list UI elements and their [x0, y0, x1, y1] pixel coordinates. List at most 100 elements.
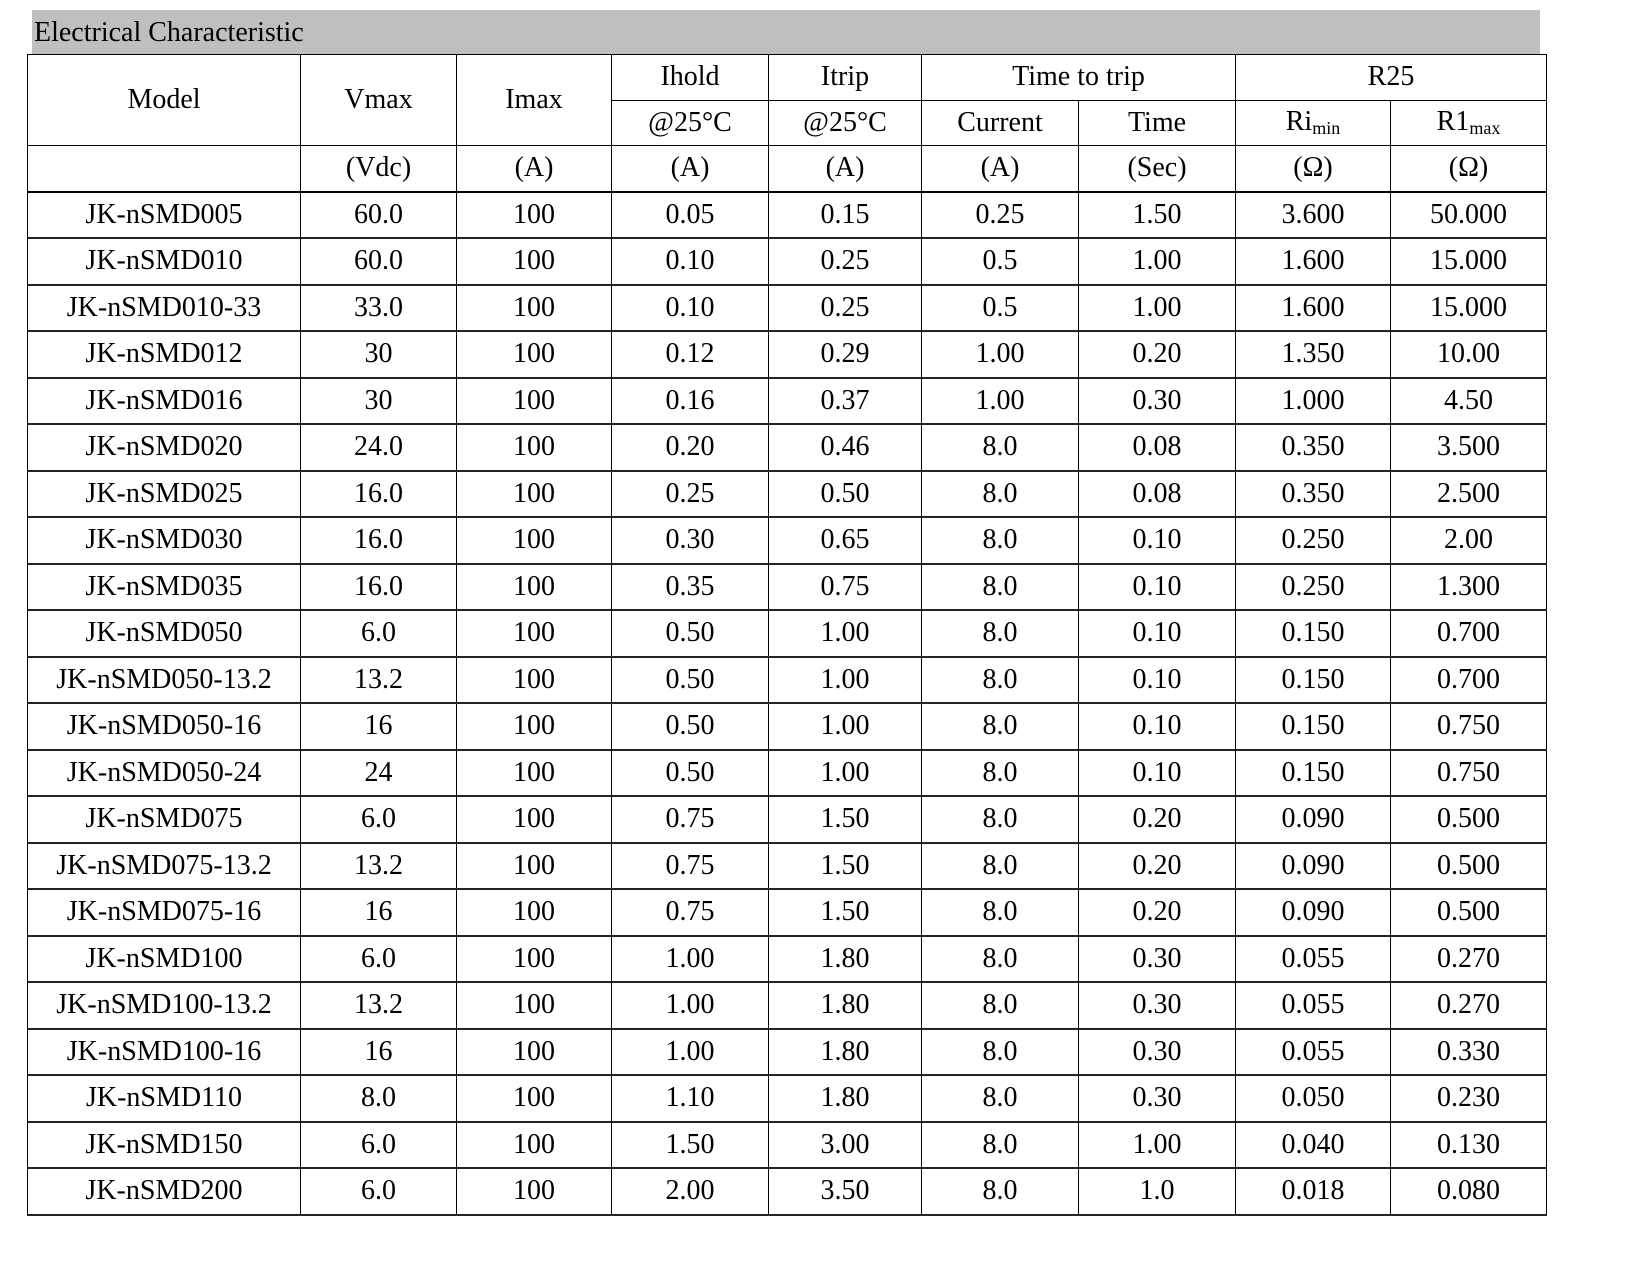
- cell-current: 8.0: [921, 1074, 1079, 1123]
- header-time-to-trip: Time to trip: [921, 54, 1236, 101]
- cell-vmax: 30: [300, 377, 457, 425]
- cell-current: 8.0: [921, 1028, 1079, 1076]
- cell-r1max: 0.080: [1390, 1167, 1547, 1216]
- cell-current: 8.0: [921, 981, 1079, 1030]
- cell-itrip: 1.00: [768, 656, 922, 704]
- cell-current: 8.0: [921, 423, 1079, 472]
- cell-r1max: 0.500: [1390, 842, 1547, 890]
- unit-time: (Sec): [1078, 145, 1236, 193]
- cell-imax: 100: [456, 656, 612, 704]
- cell-current: 1.00: [921, 330, 1079, 379]
- cell-rimin: 0.150: [1235, 749, 1391, 797]
- header-model: Model: [27, 54, 301, 146]
- cell-current: 8.0: [921, 1167, 1079, 1216]
- cell-ihold: 0.20: [611, 423, 769, 472]
- cell-imax: 100: [456, 749, 612, 797]
- cell-vmax: 16: [300, 888, 457, 937]
- cell-current: 0.5: [921, 237, 1079, 286]
- table-row: JK-nSMD075 6.0 100 0.75 1.50 8.0 0.20 0.090 0.50…: [27, 795, 1547, 844]
- cell-time: 1.00: [1078, 1121, 1236, 1169]
- table-row: JK-nSMD150 6.0 100 1.50 3.00 8.0 1.00 0.040 0.13…: [27, 1121, 1547, 1169]
- cell-rimin: 0.055: [1235, 981, 1391, 1030]
- cell-current: 0.25: [921, 191, 1079, 239]
- cell-ihold: 0.05: [611, 191, 769, 239]
- cell-time: 1.50: [1078, 191, 1236, 239]
- cell-vmax: 6.0: [300, 795, 457, 844]
- cell-ihold: 0.75: [611, 842, 769, 890]
- cell-imax: 100: [456, 423, 612, 472]
- cell-current: 8.0: [921, 656, 1079, 704]
- cell-time: 0.30: [1078, 377, 1236, 425]
- cell-time: 0.30: [1078, 1028, 1236, 1076]
- cell-itrip: 1.00: [768, 609, 922, 658]
- cell-imax: 100: [456, 377, 612, 425]
- cell-model: JK-nSMD075-16: [27, 888, 301, 937]
- cell-itrip: 1.80: [768, 935, 922, 983]
- rimin-label: Ri: [1285, 106, 1313, 138]
- cell-current: 8.0: [921, 563, 1079, 611]
- cell-imax: 100: [456, 702, 612, 751]
- table-row: JK-nSMD010-33 33.0 100 0.10 0.25 0.5 1.00 1.600…: [27, 284, 1547, 332]
- cell-ihold: 1.00: [611, 935, 769, 983]
- table-row: JK-nSMD110 8.0 100 1.10 1.80 8.0 0.30 0.050 0.23…: [27, 1074, 1547, 1123]
- cell-itrip: 1.50: [768, 888, 922, 937]
- cell-vmax: 16.0: [300, 563, 457, 611]
- header-rimin: Rimin: [1235, 99, 1391, 146]
- cell-model: JK-nSMD100-13.2: [27, 981, 301, 1030]
- cell-imax: 100: [456, 470, 612, 518]
- cell-ihold: 0.16: [611, 377, 769, 425]
- cell-ihold: 0.50: [611, 609, 769, 658]
- cell-imax: 100: [456, 1028, 612, 1076]
- cell-model: JK-nSMD110: [27, 1074, 301, 1123]
- cell-model: JK-nSMD035: [27, 563, 301, 611]
- cell-current: 8.0: [921, 516, 1079, 565]
- unit-vmax: (Vdc): [300, 145, 457, 193]
- header-ihold: Ihold: [611, 54, 769, 101]
- cell-imax: 100: [456, 842, 612, 890]
- cell-model: JK-nSMD010-33: [27, 284, 301, 332]
- cell-itrip: 1.50: [768, 795, 922, 844]
- cell-vmax: 16: [300, 702, 457, 751]
- cell-vmax: 6.0: [300, 935, 457, 983]
- cell-rimin: 0.090: [1235, 842, 1391, 890]
- table-row: JK-nSMD035 16.0 100 0.35 0.75 8.0 0.10 0.250 1.3…: [27, 563, 1547, 611]
- cell-time: 0.30: [1078, 981, 1236, 1030]
- cell-vmax: 16.0: [300, 516, 457, 565]
- table-row: JK-nSMD100 6.0 100 1.00 1.80 8.0 0.30 0.055 0.27…: [27, 935, 1547, 983]
- cell-rimin: 0.250: [1235, 516, 1391, 565]
- cell-rimin: 1.000: [1235, 377, 1391, 425]
- cell-ihold: 0.50: [611, 702, 769, 751]
- cell-r1max: 0.270: [1390, 981, 1547, 1030]
- cell-vmax: 16: [300, 1028, 457, 1076]
- cell-vmax: 13.2: [300, 656, 457, 704]
- cell-time: 1.00: [1078, 237, 1236, 286]
- cell-time: 0.10: [1078, 702, 1236, 751]
- cell-itrip: 1.80: [768, 1028, 922, 1076]
- cell-vmax: 30: [300, 330, 457, 379]
- cell-time: 1.0: [1078, 1167, 1236, 1216]
- cell-r1max: 1.300: [1390, 563, 1547, 611]
- cell-model: JK-nSMD020: [27, 423, 301, 472]
- cell-current: 8.0: [921, 795, 1079, 844]
- cell-ihold: 0.50: [611, 656, 769, 704]
- cell-ihold: 1.00: [611, 1028, 769, 1076]
- cell-imax: 100: [456, 191, 612, 239]
- cell-itrip: 3.50: [768, 1167, 922, 1216]
- cell-imax: 100: [456, 981, 612, 1030]
- cell-imax: 100: [456, 516, 612, 565]
- cell-rimin: 0.150: [1235, 702, 1391, 751]
- cell-current: 8.0: [921, 1121, 1079, 1169]
- cell-rimin: 0.055: [1235, 1028, 1391, 1076]
- cell-itrip: 1.00: [768, 749, 922, 797]
- header-r25: R25: [1235, 54, 1547, 101]
- cell-imax: 100: [456, 609, 612, 658]
- cell-rimin: 3.600: [1235, 191, 1391, 239]
- table-body: JK-nSMD005 60.0 100 0.05 0.15 0.25 1.50 3.600 50…: [27, 191, 1547, 1216]
- cell-r1max: 0.750: [1390, 702, 1547, 751]
- cell-imax: 100: [456, 795, 612, 844]
- cell-vmax: 6.0: [300, 1167, 457, 1216]
- cell-r1max: 0.750: [1390, 749, 1547, 797]
- cell-r1max: 4.50: [1390, 377, 1547, 425]
- table-row: JK-nSMD012 30 100 0.12 0.29 1.00 0.20 1.350 10.0…: [27, 330, 1547, 379]
- cell-time: 0.20: [1078, 330, 1236, 379]
